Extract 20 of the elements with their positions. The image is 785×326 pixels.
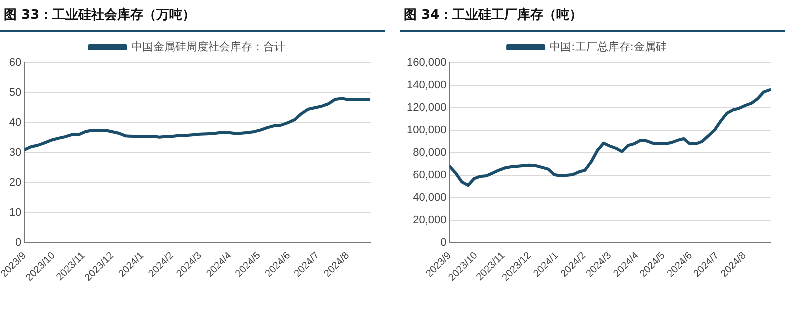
- chart-title: 图 34：工业硅工厂库存（吨）: [400, 0, 785, 32]
- y-tick-label: 60,000: [413, 170, 447, 182]
- y-tick-label: 40,000: [413, 192, 447, 204]
- y-tick-label: 160,000: [406, 57, 447, 70]
- y-tick-label: 30: [9, 147, 22, 160]
- y-tick-label: 20,000: [413, 214, 447, 226]
- legend-label: 中国金属硅周度社会库存：合计: [131, 40, 286, 54]
- y-tick-label: 0: [440, 236, 447, 249]
- y-tick-label: 40: [9, 117, 22, 130]
- y-tick-label: 100,000: [406, 124, 447, 137]
- legend-label: 中国:工厂总库存:金属硅: [550, 40, 667, 54]
- y-tick-label: 60: [9, 57, 22, 70]
- chart-title: 图 33：工业硅社会库存（万吨）: [0, 0, 385, 32]
- y-tick-label: 50: [9, 87, 22, 100]
- y-tick-label: 0: [16, 236, 22, 249]
- y-tick-label: 120,000: [406, 102, 447, 114]
- y-tick-label: 140,000: [406, 80, 447, 92]
- y-tick-label: 20: [9, 177, 22, 189]
- y-tick-label: 10: [9, 206, 22, 219]
- y-tick-label: 80,000: [413, 147, 447, 160]
